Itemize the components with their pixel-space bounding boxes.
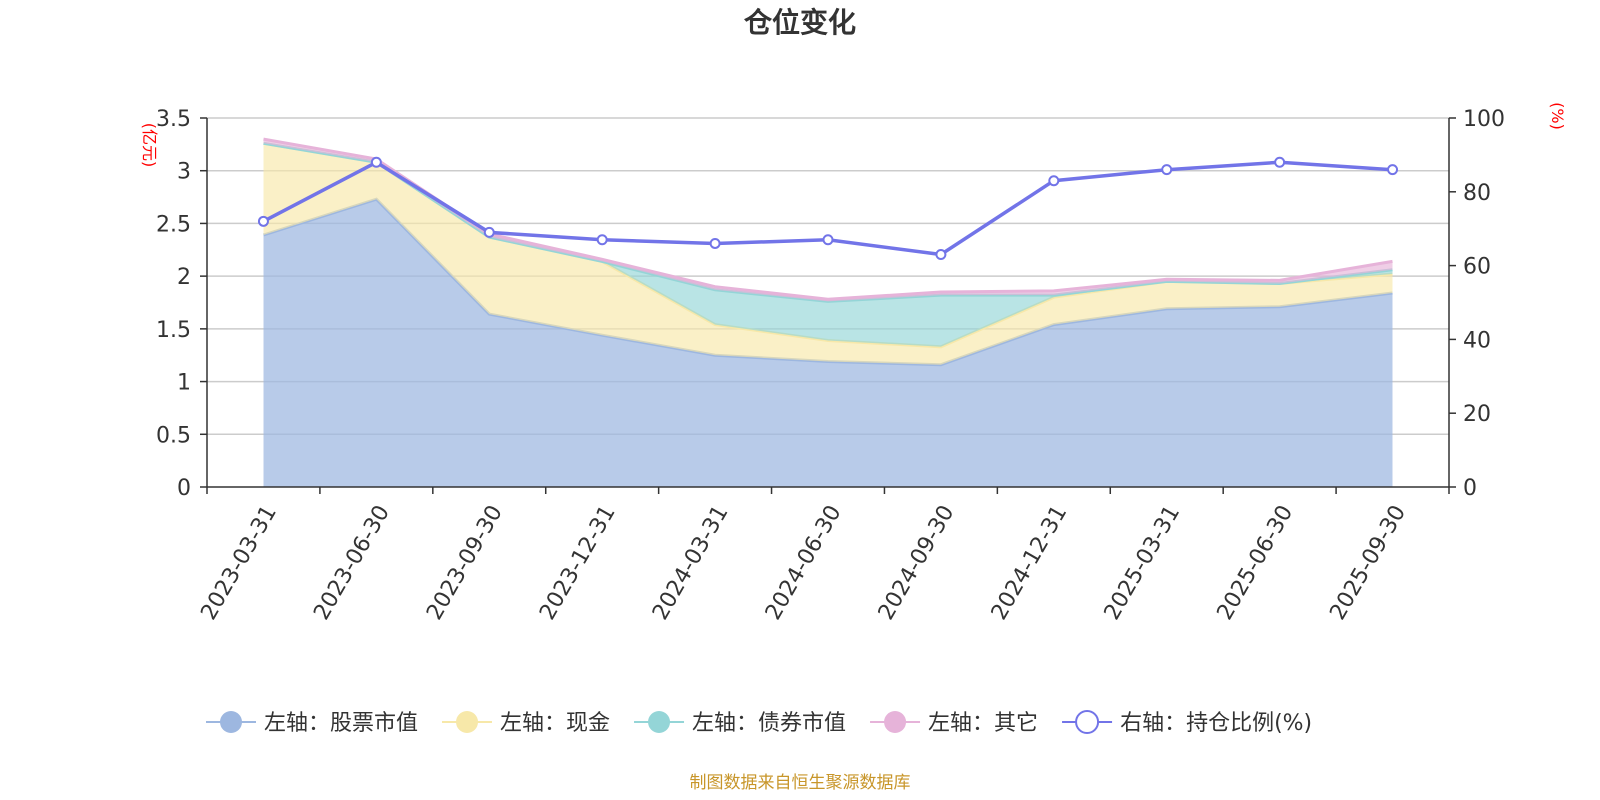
right-axis-tick-label: 0 (1463, 476, 1477, 501)
ratio-point (1274, 156, 1286, 168)
legend: 左轴：股票市值 左轴：现金 左轴：债券市值 左轴：其它 右轴：持仓比例(%) (206, 710, 1312, 736)
legend-item: 左轴：现金 (442, 711, 610, 736)
ratio-point (596, 234, 608, 246)
legend-marker (456, 711, 479, 733)
left-axis-unit: (亿元) (140, 123, 159, 168)
right-axis-tick-label: 60 (1463, 255, 1491, 280)
x-axis-label: 2024-03-31 (648, 501, 734, 624)
x-axis-label: 2023-12-31 (535, 501, 621, 624)
area-series-0 (263, 199, 1393, 487)
ratio-point (257, 215, 269, 227)
right-axis-tick-label: 100 (1463, 107, 1505, 132)
right-axis-unit: (%) (1548, 102, 1567, 130)
legend-label: 左轴：债券市值 (692, 711, 846, 736)
x-axis-label: 2023-03-31 (196, 501, 282, 624)
right-axis-tick-label: 40 (1463, 328, 1491, 353)
x-axis-label: 2023-09-30 (422, 501, 508, 624)
legend-label: 左轴：现金 (500, 711, 610, 736)
ratio-point (1161, 164, 1173, 176)
ratio-point (709, 237, 721, 249)
x-axis-label: 2023-06-30 (309, 501, 395, 624)
legend-label: 左轴：股票市值 (264, 711, 418, 736)
ratio-line (257, 156, 1399, 261)
left-axis-tick-label: 2 (177, 265, 191, 290)
x-axis-label: 2024-12-31 (987, 501, 1073, 624)
legend-item: 左轴：股票市值 (206, 711, 418, 736)
x-axis-label: 2025-09-30 (1325, 501, 1411, 624)
left-axis-tick-label: 2.5 (156, 212, 191, 237)
legend-label: 左轴：其它 (928, 711, 1038, 736)
ratio-point (935, 249, 947, 261)
x-axis-label: 2025-06-30 (1213, 501, 1299, 624)
left-axis-tick-label: 1.5 (156, 318, 191, 343)
x-axis-label: 2024-09-30 (874, 501, 960, 624)
right-axis-tick-label: 20 (1463, 402, 1491, 427)
legend-marker (648, 711, 671, 733)
ratio-point (483, 226, 495, 238)
left-axis-tick-label: 0 (177, 476, 191, 501)
left-axis-tick-label: 3 (177, 160, 191, 185)
ratio-point (370, 156, 382, 168)
legend-item: 左轴：债券市值 (634, 711, 846, 736)
ratio-point (1048, 175, 1060, 187)
data-source-note: 制图数据来自恒生聚源数据库 (690, 773, 911, 793)
stacked-areas (263, 137, 1393, 487)
left-axis-tick-label: 1 (177, 371, 191, 396)
legend-item: 左轴：其它 (870, 711, 1038, 736)
x-axis-label: 2024-06-30 (761, 501, 847, 624)
legend-marker (884, 711, 907, 733)
x-axis-label: 2025-03-31 (1100, 501, 1186, 624)
ratio-point (1387, 164, 1399, 176)
legend-item: 右轴：持仓比例(%) (1062, 710, 1312, 736)
legend-label: 右轴：持仓比例(%) (1120, 711, 1312, 736)
right-axis-tick-label: 80 (1463, 181, 1491, 206)
ratio-point (822, 234, 834, 246)
left-axis-tick-label: 0.5 (156, 423, 191, 448)
left-axis-tick-label: 3.5 (156, 107, 191, 132)
legend-marker (1075, 710, 1100, 734)
legend-marker (220, 711, 242, 733)
chart-title: 仓位变化 (744, 6, 856, 39)
area-series-1 (263, 143, 1393, 365)
area-series-2 (263, 143, 1393, 347)
